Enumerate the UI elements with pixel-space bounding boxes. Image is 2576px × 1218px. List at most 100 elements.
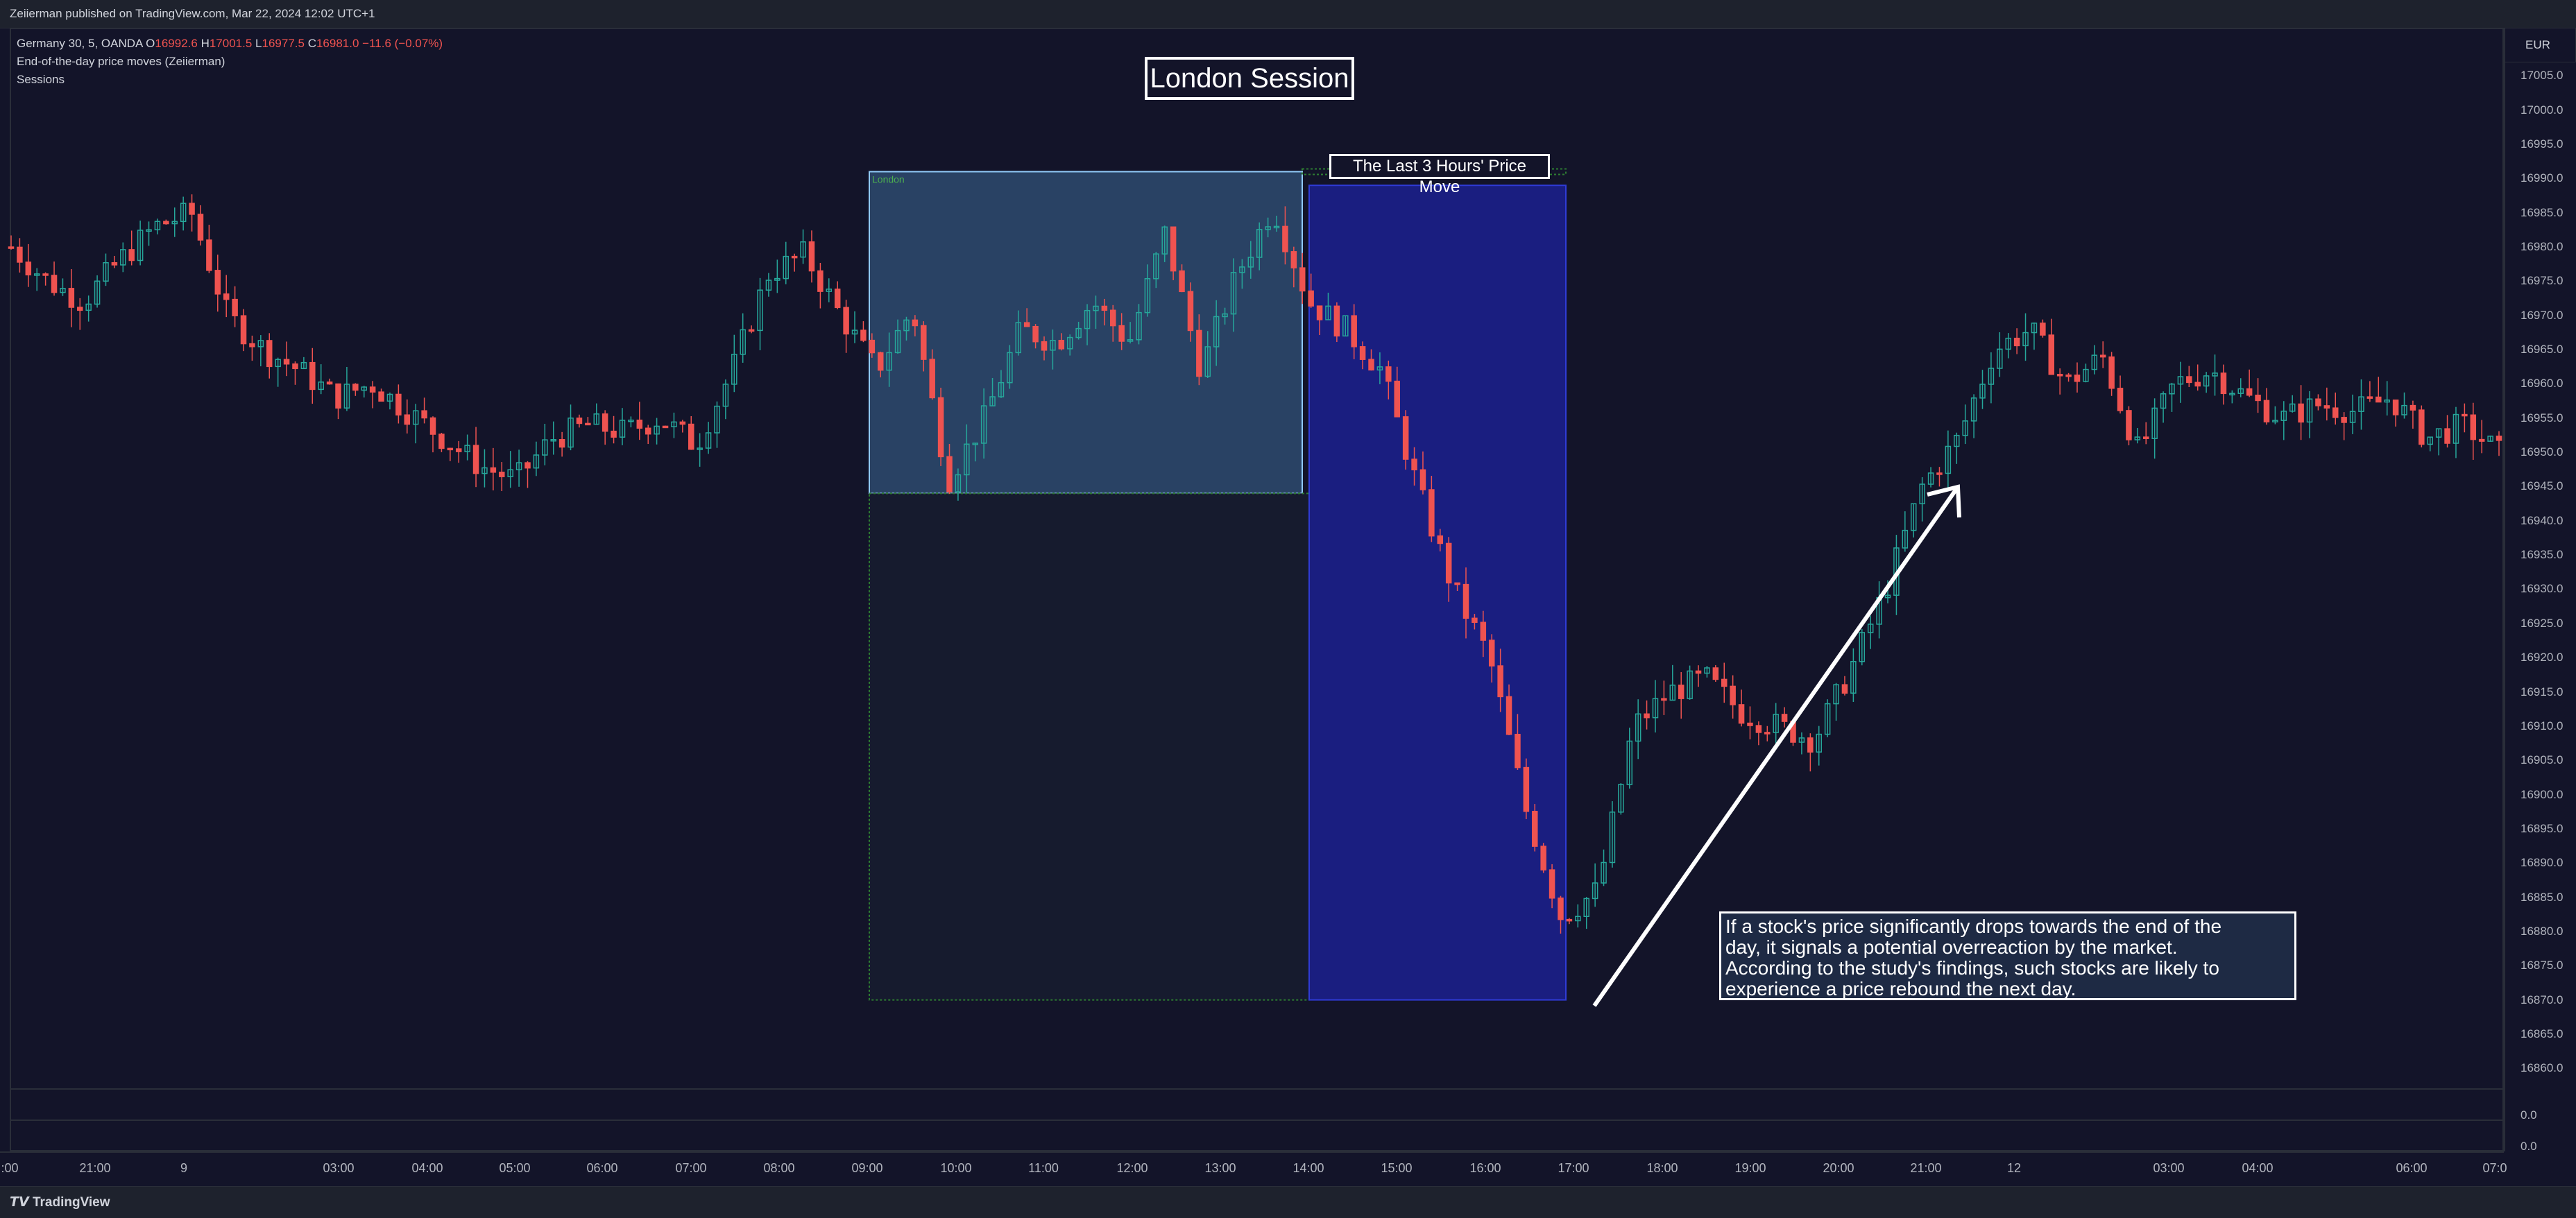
candle-body [2022, 332, 2029, 347]
candle-body [602, 413, 608, 432]
candle-body [912, 319, 919, 327]
candle-body [791, 255, 798, 259]
candle-body [2341, 417, 2347, 423]
candle [697, 433, 703, 467]
price-tick-label: 16920.0 [2520, 651, 2564, 664]
candle-body [937, 397, 944, 458]
candle [946, 444, 953, 494]
candle-body [2272, 420, 2278, 422]
candle [611, 415, 617, 444]
price-tick-label: 16930.0 [2520, 582, 2564, 596]
candle [386, 392, 393, 410]
candle [2091, 345, 2098, 375]
price-tick-label: 16940.0 [2520, 513, 2564, 527]
price-chart-svg[interactable]: London [0, 0, 2504, 1151]
candle [2237, 378, 2244, 397]
candle [1678, 671, 1684, 719]
candle-body [1041, 341, 1048, 351]
candle [1902, 511, 1909, 552]
candle [1945, 430, 1952, 489]
symbol-name[interactable]: Germany 30, 5, OANDA [17, 37, 143, 50]
candle-body [533, 454, 540, 469]
candle-body [421, 410, 427, 419]
candle-body [154, 221, 161, 231]
candle [1488, 634, 1495, 683]
price-tick-label: 16890.0 [2520, 856, 2564, 870]
candle [671, 412, 677, 438]
candle [1618, 783, 1624, 815]
candle-body [800, 241, 806, 258]
candle-body [2229, 393, 2235, 395]
candle-body [2323, 405, 2330, 409]
candle [1859, 628, 1866, 666]
tradingview-logo[interactable]: 𝙏𝙑 TradingView [10, 1194, 110, 1210]
candle-body [1867, 624, 1874, 633]
candle-body [1962, 420, 1968, 436]
candle [240, 309, 247, 352]
price-tick-label: 16860.0 [2520, 1061, 2564, 1075]
currency-label[interactable]: EUR [2504, 28, 2576, 62]
candle-body [283, 359, 290, 365]
candle-body [309, 361, 316, 391]
candle-body [1687, 670, 1693, 699]
candle [826, 278, 833, 302]
indicator-sessions[interactable]: Sessions [17, 73, 65, 86]
candle [1652, 680, 1659, 732]
time-tick-label: 19:00 [1734, 1161, 1766, 1175]
time-axis[interactable]: :00 21:00 9 03:00 04:00 05:00 06:00 07:00 08:00 0… [0, 1151, 2507, 1187]
chart-legend: Germany 30, 5, OANDA O16992.6 H17001.5 L… [17, 35, 443, 89]
price-tick-label: 17000.0 [2520, 103, 2564, 117]
candle-body [1575, 916, 1581, 922]
candle [722, 379, 729, 420]
price-tick-label: 16980.0 [2520, 240, 2564, 254]
candle [688, 416, 694, 450]
candle [791, 253, 798, 272]
candle-body [524, 462, 531, 469]
candle [1402, 410, 1409, 470]
price-axis[interactable]: 17005.0 17000.0 16995.0 16990.0 16985.0 16980… [2504, 28, 2576, 1153]
candle [1988, 352, 1995, 404]
time-tick-label: 08:00 [763, 1161, 795, 1175]
published-by-text: Zeiierman published on TradingView.com, … [10, 7, 375, 20]
candle [2419, 405, 2425, 448]
low-label: L [255, 37, 262, 50]
candle-body [249, 343, 255, 348]
candle-body [1841, 684, 1848, 694]
candle [783, 241, 789, 284]
candle [602, 410, 608, 445]
candle-body [1558, 898, 1564, 920]
candle-body [1618, 784, 1624, 813]
candle [1084, 304, 1091, 345]
indicator-end-of-day[interactable]: End-of-the-day price moves (Zeiierman) [17, 55, 225, 68]
last-3-hours-box [1308, 185, 1567, 1001]
time-tick-label: 09:00 [851, 1161, 883, 1175]
candle [1093, 295, 1099, 329]
candle [2384, 381, 2390, 416]
candle-body [1230, 272, 1237, 315]
candle [1204, 331, 1211, 378]
candle-body [1419, 469, 1426, 490]
candle [1626, 728, 1633, 789]
candle-body [2435, 428, 2442, 438]
candle [2427, 436, 2433, 452]
time-tick-label: 13:00 [1204, 1161, 1236, 1175]
candle [1308, 273, 1314, 308]
candle [438, 433, 445, 452]
candle-body [542, 439, 548, 456]
candle-body [1411, 458, 1417, 471]
candle [1575, 904, 1581, 928]
price-tick-label: 16995.0 [2520, 137, 2564, 151]
candle-body [335, 383, 341, 409]
candle-body [1007, 352, 1013, 384]
candle-body [369, 386, 376, 393]
candle-body [266, 340, 273, 368]
candle-body [2280, 411, 2287, 421]
candle [197, 205, 204, 246]
time-tick-label: 05:00 [499, 1161, 531, 1175]
candle-body [550, 439, 556, 442]
candle [1970, 394, 1977, 438]
candle [1136, 304, 1142, 345]
candle-body [679, 421, 686, 425]
explanation-line: If a stock's price significantly drops t… [1725, 916, 2222, 937]
candle-body [343, 384, 350, 409]
